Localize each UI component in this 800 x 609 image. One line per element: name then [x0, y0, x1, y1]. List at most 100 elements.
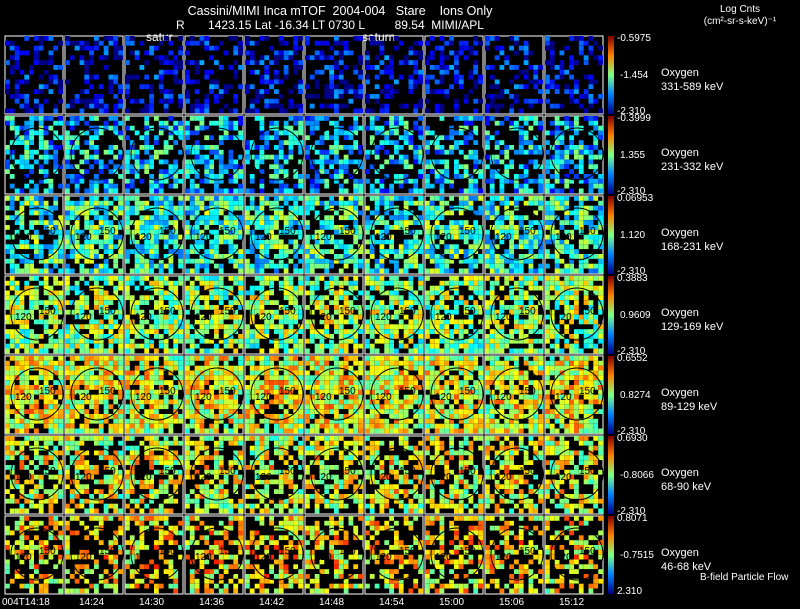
pixel-cell — [485, 254, 490, 259]
pixel-cell — [14, 338, 20, 344]
pixel-cell — [545, 200, 550, 206]
pixel-cell — [408, 178, 414, 184]
pixel-cell — [494, 343, 500, 349]
pixel-cell — [29, 258, 34, 264]
pixel-cell — [538, 125, 543, 131]
pixel-cell — [43, 159, 49, 165]
pixel-cell — [113, 45, 119, 51]
pixel-cell — [209, 254, 214, 259]
pixel-cell — [14, 423, 20, 429]
pixel-cell — [473, 154, 479, 160]
pixel-cell — [218, 220, 224, 225]
pixel-cell — [324, 154, 330, 160]
pixel-cell — [489, 36, 495, 41]
pixel-cell — [518, 280, 524, 286]
pixel-cell — [329, 215, 334, 221]
pixel-cell — [523, 69, 529, 75]
pixel-cell — [559, 220, 565, 225]
pixel-cell — [185, 338, 190, 344]
pixel-cell — [199, 36, 205, 41]
pixel-cell — [189, 290, 195, 296]
pixel-cell — [389, 343, 394, 349]
pixel-cell — [473, 149, 479, 155]
pixel-cell — [228, 285, 234, 291]
pixel-cell — [425, 268, 430, 274]
pixel-cell — [564, 324, 570, 330]
pixel-cell — [223, 116, 229, 121]
pixel-cell — [593, 285, 599, 291]
pixel-cell — [574, 290, 579, 296]
pixel-cell — [199, 125, 205, 131]
pixel-cell — [329, 319, 334, 325]
pixel-cell — [583, 319, 589, 325]
pixel-cell — [389, 89, 394, 94]
pixel-cell — [494, 268, 500, 274]
pixel-cell — [598, 60, 603, 65]
pixel-cell — [158, 263, 164, 269]
contour-label: 120 — [135, 312, 152, 323]
pixel-cell — [439, 348, 445, 354]
pixel-cell — [89, 314, 94, 320]
pixel-cell — [158, 196, 164, 201]
pixel-cell — [549, 324, 555, 330]
pixel-cell — [264, 89, 270, 94]
pixel-cell — [449, 229, 454, 235]
pixel-cell — [533, 309, 539, 315]
pixel-cell — [223, 220, 229, 225]
pixel-cell — [108, 183, 114, 189]
pixel-cell — [499, 45, 505, 51]
pixel-cell — [569, 98, 574, 104]
pixel-cell — [429, 295, 435, 301]
pixel-cell — [24, 140, 30, 145]
pixel-cell — [89, 324, 94, 330]
pixel-cell — [598, 290, 603, 296]
pixel-cell — [34, 404, 39, 410]
pixel-cell — [89, 268, 94, 274]
pixel-cell — [204, 205, 210, 211]
pixel-cell — [43, 225, 49, 230]
pixel-cell — [545, 276, 550, 281]
pixel-cell — [65, 290, 70, 296]
pixel-cell — [278, 149, 284, 155]
pixel-cell — [209, 215, 214, 221]
pixel-cell — [199, 244, 205, 250]
pixel-cell — [473, 239, 479, 245]
pixel-cell — [58, 394, 63, 400]
pixel-cell — [564, 276, 570, 281]
pixel-cell — [389, 280, 394, 286]
pixel-cell — [163, 276, 169, 281]
pixel-cell — [223, 188, 229, 194]
pixel-cell — [338, 130, 344, 136]
pixel-cell — [434, 305, 440, 310]
pixel-cell — [254, 69, 260, 75]
pixel-cell — [473, 229, 479, 235]
pixel-cell — [269, 276, 274, 281]
pixel-cell — [324, 116, 330, 121]
pixel-cell — [574, 225, 579, 230]
pixel-cell — [314, 234, 320, 240]
pixel-cell — [283, 254, 289, 259]
pixel-cell — [5, 40, 10, 46]
pixel-cell — [278, 319, 284, 325]
pixel-cell — [468, 319, 474, 325]
pixel-cell — [48, 205, 54, 211]
pixel-cell — [149, 324, 154, 330]
pixel-cell — [305, 276, 310, 281]
pixel-cell — [309, 254, 315, 259]
pixel-cell — [74, 290, 80, 296]
pixel-cell — [233, 280, 239, 286]
pixel-cell — [53, 414, 59, 419]
pixel-cell — [449, 249, 454, 254]
pixel-cell — [485, 120, 490, 126]
pixel-cell — [564, 343, 570, 349]
pixel-cell — [158, 130, 164, 136]
pixel-cell — [425, 200, 430, 206]
pixel-cell — [69, 309, 75, 315]
pixel-cell — [569, 258, 574, 264]
pixel-cell — [523, 174, 529, 179]
pixel-cell — [468, 154, 474, 160]
pixel-cell — [485, 234, 490, 240]
pixel-cell — [458, 229, 464, 235]
pixel-cell — [149, 263, 154, 269]
pixel-cell — [65, 399, 70, 405]
